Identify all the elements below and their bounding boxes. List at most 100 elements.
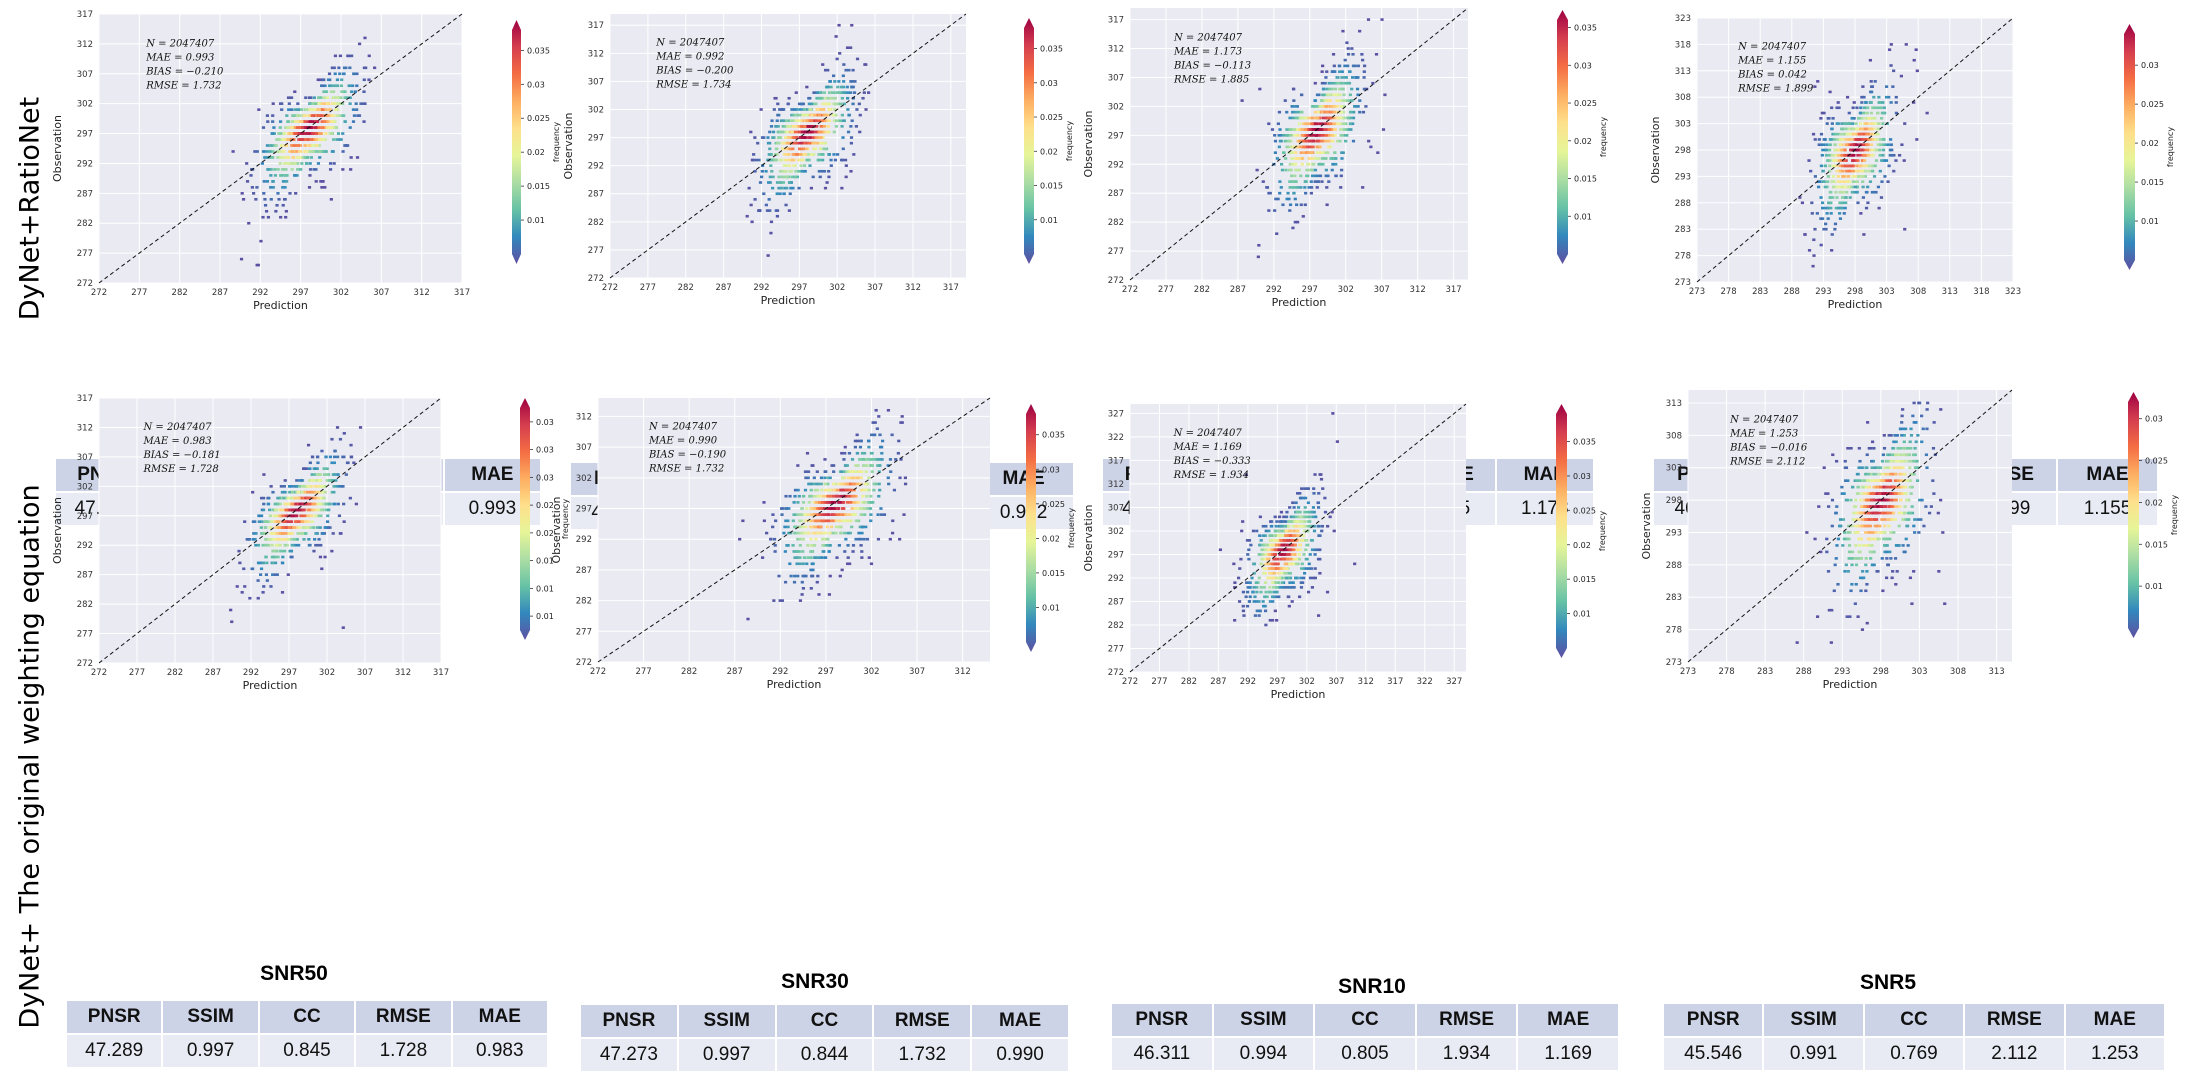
- data-point: [279, 549, 283, 553]
- data-point: [809, 113, 814, 117]
- data-point: [802, 125, 806, 128]
- data-point: [1890, 148, 1894, 152]
- data-point: [787, 147, 791, 151]
- data-point: [1824, 153, 1829, 157]
- data-point: [1897, 153, 1902, 157]
- data-point: [302, 126, 306, 129]
- data-point: [307, 543, 311, 547]
- data-point: [813, 147, 817, 151]
- data-point: [285, 156, 289, 159]
- data-point: [1285, 534, 1289, 537]
- data-point: [277, 132, 281, 135]
- data-point: [1865, 138, 1870, 141]
- data-point: [347, 54, 351, 58]
- data-point: [810, 125, 814, 128]
- data-point: [1844, 143, 1848, 147]
- data-point: [337, 102, 341, 105]
- data-point: [1275, 576, 1279, 580]
- data-point: [783, 147, 787, 151]
- data-point: [751, 158, 755, 162]
- data-point: [845, 85, 849, 89]
- data-point: [344, 96, 348, 99]
- data-point: [799, 158, 803, 162]
- data-point: [1258, 87, 1262, 91]
- data-point: [806, 544, 810, 547]
- data-point: [843, 531, 847, 535]
- data-point: [818, 175, 822, 179]
- data-points: [229, 426, 363, 629]
- data-point: [1798, 196, 1802, 199]
- data-point: [332, 102, 336, 105]
- data-point: [296, 114, 300, 117]
- data-point: [1283, 548, 1287, 552]
- data-point: [317, 126, 321, 129]
- data-point: [805, 136, 809, 139]
- data-point: [803, 136, 807, 139]
- data-point: [340, 90, 344, 94]
- metrics-header-cc: CC: [775, 1004, 874, 1038]
- data-point: [269, 186, 273, 189]
- data-point: [855, 108, 859, 111]
- data-point: [1821, 148, 1825, 152]
- data-point: [1854, 132, 1858, 136]
- y-tick-label: 278: [1675, 252, 1691, 262]
- data-point: [802, 125, 806, 128]
- data-point: [825, 119, 829, 123]
- data-point: [1288, 180, 1292, 183]
- colorbar-tick-label: 0.02: [1042, 534, 1060, 543]
- data-point: [1302, 567, 1306, 570]
- data-point: [1868, 117, 1872, 120]
- data-point: [1285, 134, 1290, 137]
- data-point: [284, 138, 288, 141]
- data-point: [1871, 117, 1875, 120]
- data-point: [1832, 180, 1836, 183]
- data-point: [291, 156, 295, 159]
- data-point: [281, 156, 286, 159]
- data-point: [820, 96, 824, 100]
- data-point: [1861, 132, 1865, 136]
- data-point: [760, 175, 764, 179]
- data-point: [283, 144, 287, 147]
- data-point: [1274, 567, 1278, 570]
- data-point: [306, 526, 310, 529]
- data-point: [1340, 151, 1344, 154]
- data-point: [802, 164, 807, 167]
- data-point: [816, 574, 820, 578]
- data-point: [263, 526, 268, 529]
- data-point: [283, 144, 288, 147]
- stat-line: N = 2047407: [655, 38, 725, 49]
- data-point: [1299, 157, 1304, 160]
- data-point: [290, 150, 294, 153]
- data-point: [1851, 159, 1855, 162]
- data-point: [298, 132, 302, 135]
- data-point: [1316, 139, 1320, 143]
- x-tick-label: 287: [212, 288, 228, 298]
- data-point: [306, 126, 311, 129]
- x-tick-label: 272: [1122, 285, 1138, 295]
- data-point: [1863, 122, 1867, 125]
- data-point: [253, 150, 257, 153]
- data-point: [1305, 174, 1309, 178]
- data-point: [341, 132, 345, 135]
- data-point: [1307, 139, 1311, 143]
- data-point: [331, 84, 335, 88]
- data-point: [1335, 116, 1340, 120]
- data-point: [272, 144, 277, 147]
- data-point: [821, 113, 826, 117]
- identity-line: [98, 397, 442, 664]
- data-point: [300, 108, 304, 111]
- data-point: [291, 144, 295, 147]
- data-point: [777, 574, 781, 578]
- data-point: [1336, 93, 1340, 97]
- data-point: [367, 54, 371, 58]
- data-point: [1881, 153, 1885, 157]
- data-point: [1314, 134, 1318, 137]
- data-point: [1291, 116, 1295, 120]
- data-point: [819, 125, 823, 128]
- data-point: [1291, 110, 1295, 114]
- data-point: [828, 80, 832, 83]
- data-point: [1840, 127, 1845, 131]
- data-point: [852, 91, 857, 94]
- data-point: [1297, 557, 1301, 561]
- data-point: [784, 147, 788, 151]
